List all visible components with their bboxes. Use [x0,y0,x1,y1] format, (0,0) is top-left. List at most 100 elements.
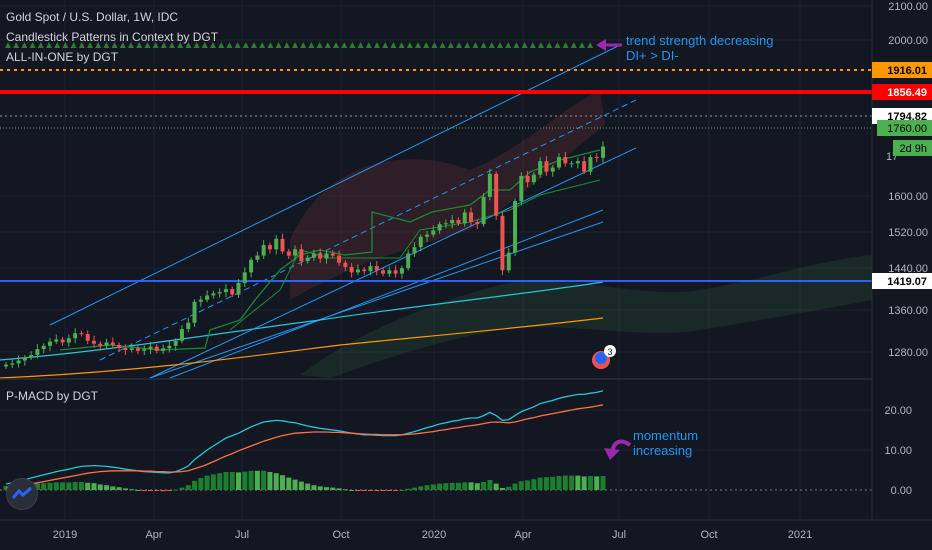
candle[interactable] [186,322,191,330]
candle[interactable] [481,196,486,225]
candle[interactable] [450,219,455,224]
candle[interactable] [412,247,417,254]
candle[interactable] [29,355,34,358]
candle[interactable] [582,161,587,172]
candle[interactable] [519,175,524,202]
candle[interactable] [406,253,411,269]
candle[interactable] [374,266,379,271]
candle[interactable] [73,333,78,339]
candle[interactable] [393,270,398,274]
candle[interactable] [236,282,241,295]
candle[interactable] [563,157,568,164]
tradingview-logo-icon[interactable] [6,478,38,510]
candle[interactable] [142,349,147,351]
candle[interactable] [66,338,71,343]
candle[interactable] [198,299,203,302]
candle[interactable] [487,173,492,197]
candle[interactable] [110,342,115,345]
candle[interactable] [324,253,329,259]
candle[interactable] [16,360,21,364]
candle[interactable] [494,173,499,216]
candle[interactable] [230,289,235,295]
candle[interactable] [575,161,580,164]
candle[interactable] [368,266,373,272]
candle[interactable] [261,245,266,256]
candle[interactable] [10,363,15,365]
candle[interactable] [167,345,172,349]
candle[interactable] [104,342,109,346]
candle[interactable] [343,262,348,267]
candle[interactable] [205,295,210,300]
chart-title[interactable]: Gold Spot / U.S. Dollar, 1W, IDC [6,10,179,24]
momentum-annotation[interactable]: momentum increasing [633,428,698,458]
candle[interactable] [437,224,442,231]
candle[interactable] [255,255,260,260]
candle[interactable] [274,238,279,250]
candle[interactable] [79,333,84,335]
candle[interactable] [54,339,59,342]
candle[interactable] [148,346,153,350]
candle[interactable] [601,146,605,158]
candle[interactable] [305,257,310,262]
candle[interactable] [557,157,562,168]
candle[interactable] [355,269,360,273]
trendline-support[interactable] [169,209,604,379]
trendline-support-2[interactable] [149,221,604,379]
candle[interactable] [117,344,122,348]
candle[interactable] [85,334,90,341]
candle[interactable] [500,215,505,271]
candle[interactable] [242,272,247,283]
candle[interactable] [337,255,342,263]
candlestick-series[interactable] [4,141,605,369]
candle[interactable] [22,357,27,361]
candle[interactable] [318,253,323,259]
candle[interactable] [211,293,216,296]
indicator-legend-candlestick[interactable]: Candlestick Patterns in Context by DGT [6,30,219,44]
candle[interactable] [506,252,511,271]
candle[interactable] [456,219,461,224]
macd-axis[interactable]: 20.00 10.00 0.00 [884,405,912,497]
candle[interactable] [550,167,555,172]
time-axis[interactable]: 2019 Apr Jul Oct 2020 Apr Jul Oct 2021 [53,529,812,541]
trend-annotation[interactable]: trend strength decreasing DI+ > DI- [626,33,773,63]
candle[interactable] [525,175,530,183]
candle[interactable] [469,212,474,223]
candle[interactable] [280,238,285,252]
candle[interactable] [223,289,228,293]
candle[interactable] [91,340,96,344]
candle[interactable] [4,364,8,367]
candle[interactable] [286,251,291,256]
candle[interactable] [293,249,298,256]
candle[interactable] [594,157,599,159]
candle[interactable] [154,346,159,351]
candle[interactable] [123,347,128,350]
candle[interactable] [179,329,184,341]
candle[interactable] [399,268,404,274]
candle[interactable] [41,345,46,350]
candle[interactable] [349,266,354,273]
candle[interactable] [129,348,134,350]
price-axis[interactable]: 2100.00 2000.00 17 1600.00 1520.00 1440.… [886,1,928,359]
candle[interactable] [387,270,392,274]
candle[interactable] [47,341,52,346]
candle[interactable] [161,348,166,351]
candle[interactable] [249,259,254,273]
candle[interactable] [431,230,436,235]
candle[interactable] [569,163,574,165]
candle[interactable] [135,348,140,351]
candle[interactable] [311,253,316,258]
candle[interactable] [531,174,536,183]
candle[interactable] [381,270,386,274]
macd-pane-title[interactable]: P-MACD by DGT [6,389,99,403]
candle[interactable] [538,161,543,175]
candle[interactable] [544,161,549,172]
candle[interactable] [418,236,423,248]
candle[interactable] [299,249,304,262]
candle[interactable] [217,292,222,294]
candle[interactable] [462,212,467,224]
candle[interactable] [513,201,518,253]
candle[interactable] [475,222,480,225]
candle[interactable] [192,301,197,323]
candle[interactable] [98,343,103,346]
